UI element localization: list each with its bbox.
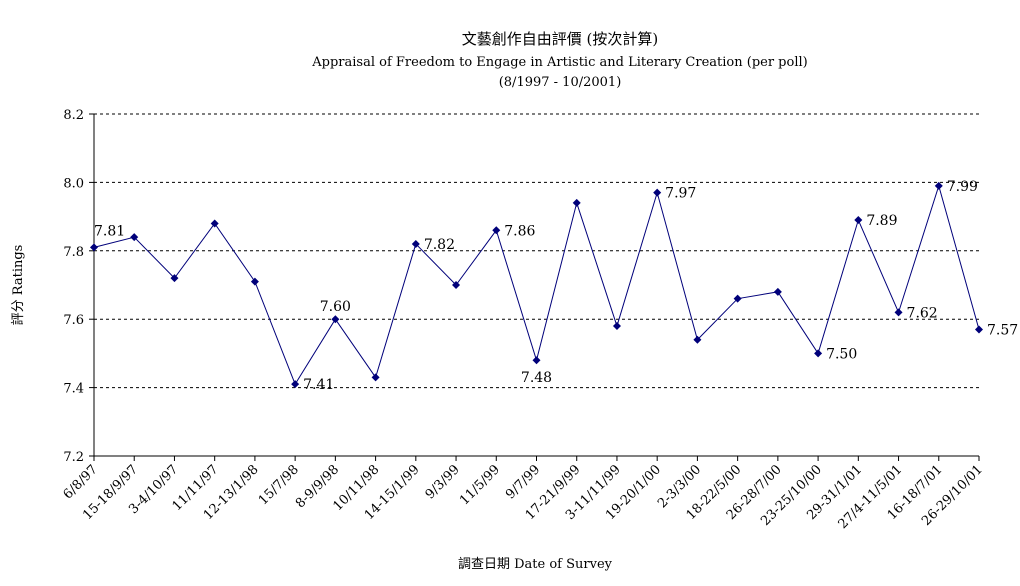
series-ratings bbox=[90, 181, 983, 389]
data-point bbox=[492, 226, 501, 235]
data-point bbox=[170, 274, 179, 283]
data-label: 7.89 bbox=[866, 213, 897, 229]
data-point bbox=[291, 380, 300, 389]
chart-subtitle: Appraisal of Freedom to Engage in Artist… bbox=[311, 55, 807, 70]
data-point bbox=[210, 219, 219, 228]
y-tick-labels: 7.2 7.4 7.6 7.8 8.0 8.2 bbox=[63, 108, 84, 465]
data-point bbox=[612, 322, 621, 331]
chart-title: 文藝創作自由評價 (按次計算) bbox=[462, 30, 658, 48]
data-label: 7.81 bbox=[94, 223, 125, 239]
y-tick-label: 7.4 bbox=[63, 382, 84, 397]
x-tick-label: 9/7/99 bbox=[503, 462, 543, 502]
data-point bbox=[130, 233, 139, 242]
data-label: 7.41 bbox=[303, 377, 334, 393]
y-tick-label: 8.2 bbox=[63, 108, 84, 123]
x-axis-label: 調查日期 Date of Survey bbox=[458, 557, 613, 572]
data-label: 7.48 bbox=[521, 370, 552, 386]
y-tick-label: 8.0 bbox=[63, 176, 84, 191]
data-label: 7.60 bbox=[320, 299, 351, 315]
data-point bbox=[975, 325, 983, 334]
data-label: 7.86 bbox=[504, 223, 535, 239]
data-point bbox=[411, 239, 420, 248]
data-point bbox=[371, 373, 380, 382]
data-point bbox=[894, 308, 903, 317]
data-point bbox=[90, 243, 98, 252]
data-point bbox=[532, 356, 541, 365]
x-tick-label: 11/5/99 bbox=[457, 462, 503, 508]
data-labels: 7.81 7.41 7.60 7.82 7.86 7.48 7.97 7.50 7.89 7.62… bbox=[94, 179, 1018, 393]
data-point bbox=[693, 335, 702, 344]
x-tick-labels: 6/8/9715-18/9/973-4/10/9711/11/9712-13/1… bbox=[61, 462, 986, 532]
chart-period: (8/1997 - 10/2001) bbox=[499, 75, 622, 90]
data-label: 7.62 bbox=[907, 305, 938, 321]
y-tick-label: 7.8 bbox=[63, 245, 84, 260]
data-label: 7.97 bbox=[665, 186, 696, 202]
x-tick-label: 6/8/97 bbox=[61, 462, 101, 502]
data-point bbox=[733, 294, 742, 303]
data-point bbox=[814, 349, 823, 358]
y-tick-label: 7.6 bbox=[63, 313, 84, 328]
data-point bbox=[250, 277, 259, 286]
data-point bbox=[854, 216, 863, 225]
data-point bbox=[572, 198, 581, 207]
data-point bbox=[934, 181, 943, 190]
data-label: 7.82 bbox=[424, 237, 455, 253]
data-point bbox=[331, 315, 340, 324]
data-label: 7.99 bbox=[947, 179, 978, 195]
axes bbox=[89, 113, 980, 461]
data-point bbox=[452, 281, 461, 289]
data-point bbox=[653, 188, 662, 197]
y-tick-label: 7.2 bbox=[63, 450, 84, 465]
data-label: 7.50 bbox=[826, 346, 857, 362]
data-label: 7.57 bbox=[987, 322, 1018, 338]
x-tick-label: 9/3/99 bbox=[423, 462, 463, 502]
y-axis-label: 評分 Ratings bbox=[11, 245, 26, 326]
data-point bbox=[773, 287, 782, 296]
